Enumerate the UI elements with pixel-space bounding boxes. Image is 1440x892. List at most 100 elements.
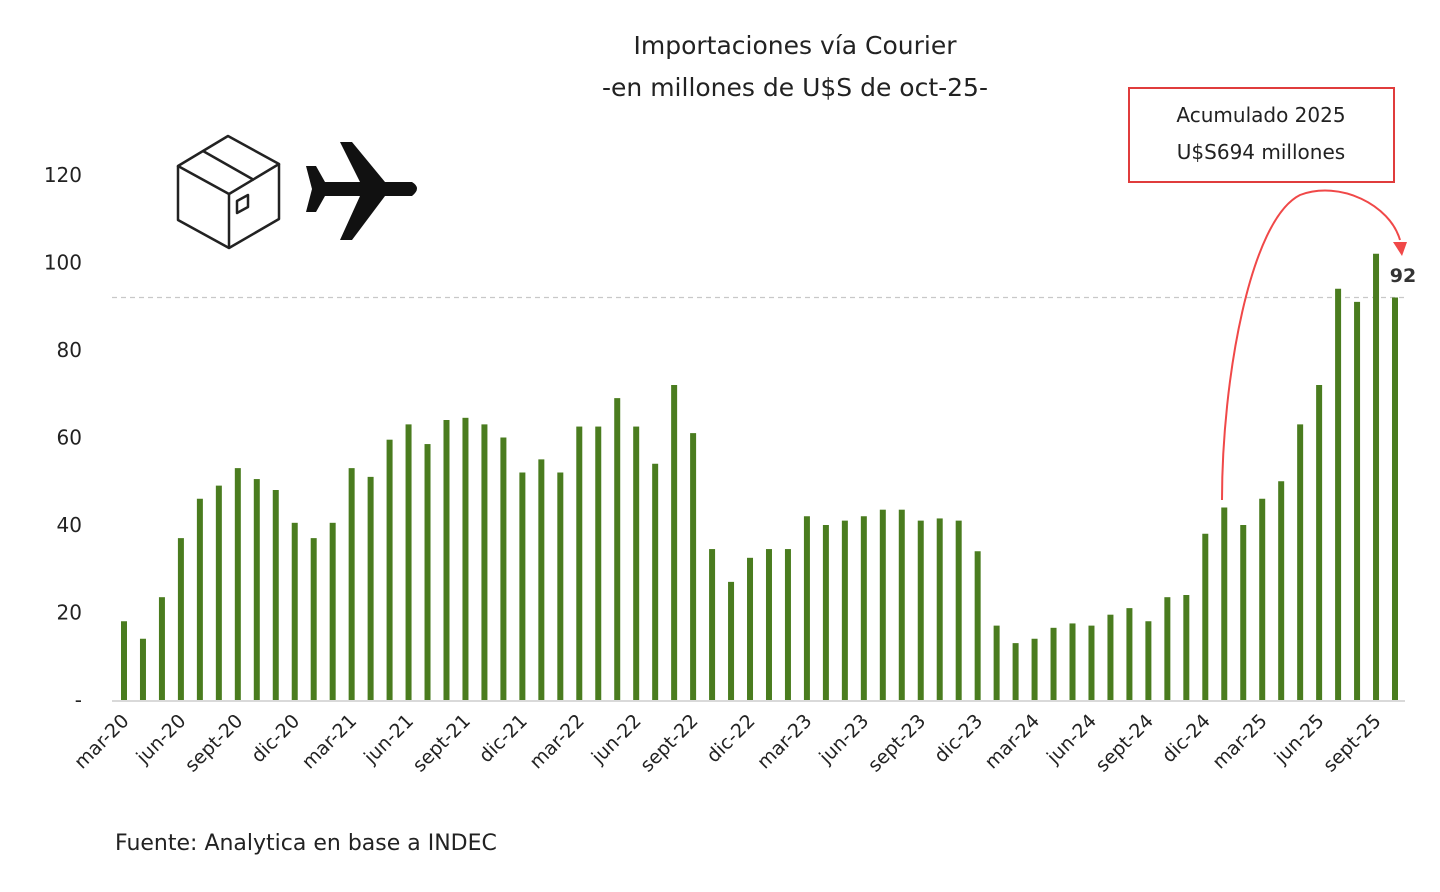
bar-jul-21 bbox=[424, 444, 431, 700]
bar-jul-20 bbox=[196, 498, 203, 700]
bar-sept-24 bbox=[1145, 621, 1152, 700]
bar-ago-24 bbox=[1126, 608, 1133, 700]
bar-ene-24 bbox=[993, 625, 1000, 700]
bar-ago-23 bbox=[898, 509, 905, 700]
bar-jun-20 bbox=[177, 538, 184, 700]
annotation-line-1: Acumulado 2025 bbox=[1176, 103, 1345, 127]
bar-ago-22 bbox=[671, 385, 678, 700]
bar-may-22 bbox=[614, 398, 621, 700]
y-tick-label: 120 bbox=[44, 163, 82, 187]
chart-subtitle: -en millones de U$S de oct-25- bbox=[602, 73, 988, 102]
bar-oct-20 bbox=[253, 479, 260, 700]
bar-jul-25 bbox=[1335, 288, 1342, 700]
x-tick-label: dic-21 bbox=[475, 710, 532, 767]
bar-may-21 bbox=[386, 439, 393, 700]
x-tick-label: mar-21 bbox=[298, 710, 361, 773]
x-tick-label: sept-25 bbox=[1319, 710, 1386, 777]
bar-feb-25 bbox=[1240, 525, 1247, 700]
bar-ago-20 bbox=[215, 485, 222, 700]
bar-feb-21 bbox=[329, 522, 336, 700]
y-tick-label: 60 bbox=[57, 426, 82, 450]
bar-jun-21 bbox=[405, 424, 412, 700]
annotation-box: Acumulado 2025 U$S694 millones bbox=[1128, 87, 1395, 183]
bar-mar-20 bbox=[121, 621, 127, 700]
bar-mar-25 bbox=[1259, 498, 1266, 700]
y-tick-label: 80 bbox=[57, 338, 82, 362]
bar-mar-21 bbox=[348, 468, 355, 700]
bar-oct-24 bbox=[1164, 597, 1171, 700]
bar-sept-22 bbox=[690, 433, 697, 700]
bar-ago-25 bbox=[1354, 301, 1361, 700]
x-tick-label: mar-22 bbox=[525, 710, 588, 773]
bar-mar-23 bbox=[803, 516, 810, 700]
bar-mar-22 bbox=[576, 426, 583, 700]
y-tick-label: - bbox=[75, 688, 82, 712]
bar-jul-22 bbox=[652, 463, 659, 700]
annotation-line-2: U$S694 millones bbox=[1177, 140, 1345, 164]
bar-dic-22 bbox=[747, 557, 754, 700]
bar-oct-23 bbox=[936, 518, 943, 700]
bar-jun-24 bbox=[1088, 625, 1095, 700]
bar-feb-22 bbox=[557, 472, 564, 700]
x-tick-label: mar-24 bbox=[981, 710, 1044, 773]
bar-abr-23 bbox=[822, 525, 829, 700]
bar-abr-20 bbox=[139, 638, 146, 700]
arrow-head-icon bbox=[1393, 242, 1407, 256]
airplane-icon bbox=[306, 142, 417, 240]
bar-abr-24 bbox=[1050, 627, 1057, 700]
x-tick-label: mar-23 bbox=[753, 710, 816, 773]
bar-nov-23 bbox=[955, 520, 962, 700]
bar-oct-25 bbox=[1392, 297, 1398, 700]
y-tick-label: 40 bbox=[57, 513, 82, 537]
bar-jun-25 bbox=[1316, 385, 1323, 700]
x-tick-label: dic-20 bbox=[247, 710, 304, 767]
last-value-label: 92 bbox=[1390, 265, 1416, 287]
x-tick-label: sept-21 bbox=[408, 710, 475, 777]
x-tick-label: dic-23 bbox=[930, 710, 987, 767]
chart-title: Importaciones vía Courier bbox=[634, 31, 958, 60]
bar-ago-21 bbox=[443, 420, 450, 700]
bar-feb-24 bbox=[1012, 643, 1019, 700]
x-tick-label: mar-20 bbox=[70, 710, 133, 773]
bar-feb-23 bbox=[784, 549, 791, 700]
bar-ene-21 bbox=[310, 538, 317, 700]
x-tick-label: dic-24 bbox=[1158, 710, 1215, 767]
y-tick-label: 100 bbox=[44, 251, 82, 275]
bar-mar-24 bbox=[1031, 638, 1038, 700]
x-tick-label: sept-20 bbox=[181, 710, 248, 777]
bar-sept-23 bbox=[917, 520, 924, 700]
bar-jun-22 bbox=[633, 426, 640, 700]
bar-nov-20 bbox=[272, 490, 279, 700]
bar-ene-23 bbox=[765, 549, 772, 700]
bars bbox=[121, 253, 1398, 700]
bar-dic-24 bbox=[1202, 533, 1209, 700]
bar-may-20 bbox=[158, 597, 165, 700]
bar-oct-21 bbox=[481, 424, 488, 700]
bar-sept-25 bbox=[1373, 253, 1380, 700]
y-axis: - 20 40 60 80 100 120 bbox=[44, 163, 82, 712]
bar-nov-22 bbox=[728, 581, 735, 700]
y-tick-label: 20 bbox=[57, 601, 82, 625]
bar-may-23 bbox=[841, 520, 848, 700]
bar-ene-25 bbox=[1221, 507, 1228, 700]
package-box-icon bbox=[176, 134, 281, 250]
bar-jun-23 bbox=[860, 516, 867, 700]
bar-dic-21 bbox=[519, 472, 526, 700]
x-tick-label: sept-22 bbox=[636, 710, 703, 777]
bar-dic-23 bbox=[974, 551, 981, 700]
source-note: Fuente: Analytica en base a INDEC bbox=[115, 831, 497, 856]
bar-may-25 bbox=[1297, 424, 1304, 700]
x-tick-label: dic-22 bbox=[702, 710, 759, 767]
bar-jul-24 bbox=[1107, 614, 1114, 700]
bar-abr-25 bbox=[1278, 481, 1285, 700]
bar-nov-21 bbox=[500, 437, 507, 700]
bar-sept-20 bbox=[234, 468, 241, 700]
x-tick-label: sept-23 bbox=[864, 710, 931, 777]
bar-sept-21 bbox=[462, 417, 469, 700]
bar-abr-22 bbox=[595, 426, 602, 700]
annotation-arrow bbox=[1221, 189, 1401, 501]
x-tick-label: mar-25 bbox=[1208, 710, 1271, 773]
bar-ene-22 bbox=[538, 459, 545, 700]
